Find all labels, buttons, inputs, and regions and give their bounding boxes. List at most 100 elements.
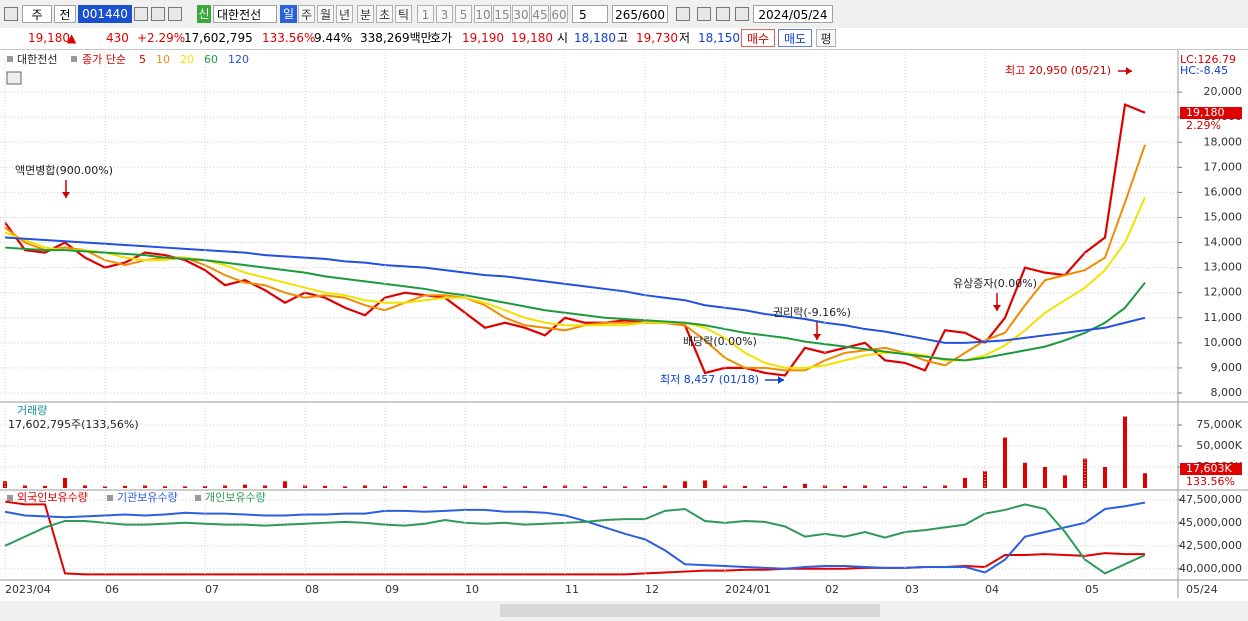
chart-area: 8,000 9,000 10,000 11,000 12,000 13,000 14,000… xyxy=(0,50,1248,621)
x-tick-label: 11 xyxy=(565,583,579,596)
series-line xyxy=(4,501,1146,574)
volume-bar xyxy=(803,483,807,488)
x-tick-label: 08 xyxy=(305,583,319,596)
amount: 338,269백만 xyxy=(360,31,432,45)
period-button[interactable]: 년 xyxy=(336,5,353,23)
scroll-thumb[interactable] xyxy=(500,604,880,617)
volume-bar xyxy=(1043,466,1047,488)
volume-bar xyxy=(1143,473,1147,488)
x-tick-label: 07 xyxy=(205,583,219,596)
legend-entry: 10 xyxy=(156,53,170,66)
label: 저 xyxy=(679,31,691,45)
bid: 19,180 xyxy=(511,31,553,45)
price: 19,180 xyxy=(28,31,70,45)
chart-subtitle: 종가 단순 xyxy=(82,53,126,66)
arrow-head xyxy=(62,192,70,198)
code-input[interactable]: 001440 xyxy=(78,5,132,23)
period-button[interactable]: 월 xyxy=(317,5,334,23)
interval-select[interactable]: 5 xyxy=(572,5,608,23)
interval-button[interactable]: 1 xyxy=(417,5,434,23)
save-icon[interactable] xyxy=(716,7,730,21)
last-volume-box xyxy=(1180,463,1242,475)
series-line xyxy=(4,103,1146,377)
volume-bar xyxy=(243,484,247,488)
series-line xyxy=(4,246,1146,362)
period-button[interactable]: 초 xyxy=(376,5,393,23)
market-select[interactable]: 주 xyxy=(22,5,52,23)
volume-bar xyxy=(503,486,507,488)
volume-bar xyxy=(283,481,287,488)
volume-bar xyxy=(963,477,967,488)
table-icon[interactable] xyxy=(6,71,22,85)
volume-bar xyxy=(423,486,427,488)
volume-bar xyxy=(83,485,87,488)
dropdown-icon[interactable] xyxy=(134,7,148,21)
y-tick-label: 15,000 xyxy=(1204,210,1243,223)
last-volume-change: 133.56% xyxy=(1186,475,1235,488)
interval-button[interactable]: 60 xyxy=(550,5,568,23)
interval-button[interactable]: 45 xyxy=(531,5,549,23)
label: 고 xyxy=(617,31,629,45)
volume-bar xyxy=(163,486,167,488)
y-tick-label: 8,000 xyxy=(1211,386,1243,399)
bar-count-max: /600 xyxy=(638,8,665,22)
sell-button[interactable]: 매도 xyxy=(778,29,812,47)
volume-bar xyxy=(603,486,607,488)
stock-name: 대한전선 xyxy=(213,5,277,23)
y-tick-label: 10,000 xyxy=(1204,336,1243,349)
x-end-label: 05/24 xyxy=(1186,583,1218,596)
interval-button[interactable]: 10 xyxy=(474,5,492,23)
volume: 17,602,795 xyxy=(184,31,253,45)
volume-bar xyxy=(623,486,627,488)
volume-bar xyxy=(1003,437,1007,488)
scope-select[interactable]: 전 xyxy=(54,5,76,23)
period-button[interactable]: 일 xyxy=(280,5,297,23)
volume-bar xyxy=(923,486,927,488)
high: 19,730 xyxy=(636,31,678,45)
y-tick-label: 13,000 xyxy=(1204,261,1243,274)
y-tick-label: 18,000 xyxy=(1204,135,1243,148)
interval-button[interactable]: 15 xyxy=(493,5,511,23)
annotation: 배당락(0.00%) xyxy=(683,335,757,348)
settings-icon[interactable] xyxy=(735,7,749,21)
tools-icon[interactable] xyxy=(697,7,711,21)
change: 430 xyxy=(106,31,129,45)
volume-bar xyxy=(123,485,127,488)
period-button[interactable]: 틱 xyxy=(395,5,412,23)
volume-bar xyxy=(23,485,27,488)
balance-button[interactable]: 평 xyxy=(816,29,836,47)
chart-type-icon[interactable] xyxy=(676,7,690,21)
sound-icon[interactable] xyxy=(168,7,182,21)
buy-button[interactable]: 매수 xyxy=(741,29,775,47)
interval-button[interactable]: 3 xyxy=(436,5,453,23)
search-icon[interactable] xyxy=(151,7,165,21)
legend-box xyxy=(71,56,77,62)
x-tick-label: 04 xyxy=(985,583,999,596)
interval-button[interactable]: 30 xyxy=(512,5,530,23)
x-tick-label: 06 xyxy=(105,583,119,596)
volume-bar xyxy=(263,485,267,488)
lc-label: LC:126.79 xyxy=(1180,53,1236,66)
period-button[interactable]: 분 xyxy=(357,5,374,23)
volume-bar xyxy=(363,485,367,488)
bar-count[interactable]: 265/600 xyxy=(612,5,668,23)
y-tick-label: 9,000 xyxy=(1211,361,1243,374)
volume-bar xyxy=(1083,458,1087,488)
menu-icon[interactable] xyxy=(4,7,18,21)
volume-bar xyxy=(1063,475,1067,488)
y-tick-label: 75,000K xyxy=(1196,418,1242,431)
annotation: 최저 8,457 (01/18) xyxy=(660,373,759,386)
volume-bar xyxy=(483,485,487,488)
interval-button[interactable]: 5 xyxy=(455,5,472,23)
volume-bar xyxy=(983,471,987,488)
arrow-head xyxy=(993,305,1001,311)
new-badge: 신 xyxy=(197,5,211,23)
volume-bar xyxy=(763,486,767,488)
annotation: 액면병합(900.00%) xyxy=(15,164,113,177)
volume-bar xyxy=(883,486,887,488)
period-button[interactable]: 주 xyxy=(298,5,315,23)
series-line xyxy=(4,503,1146,575)
date-input[interactable]: 2024/05/24 xyxy=(753,5,833,23)
bar-count-value: 265 xyxy=(615,8,639,22)
